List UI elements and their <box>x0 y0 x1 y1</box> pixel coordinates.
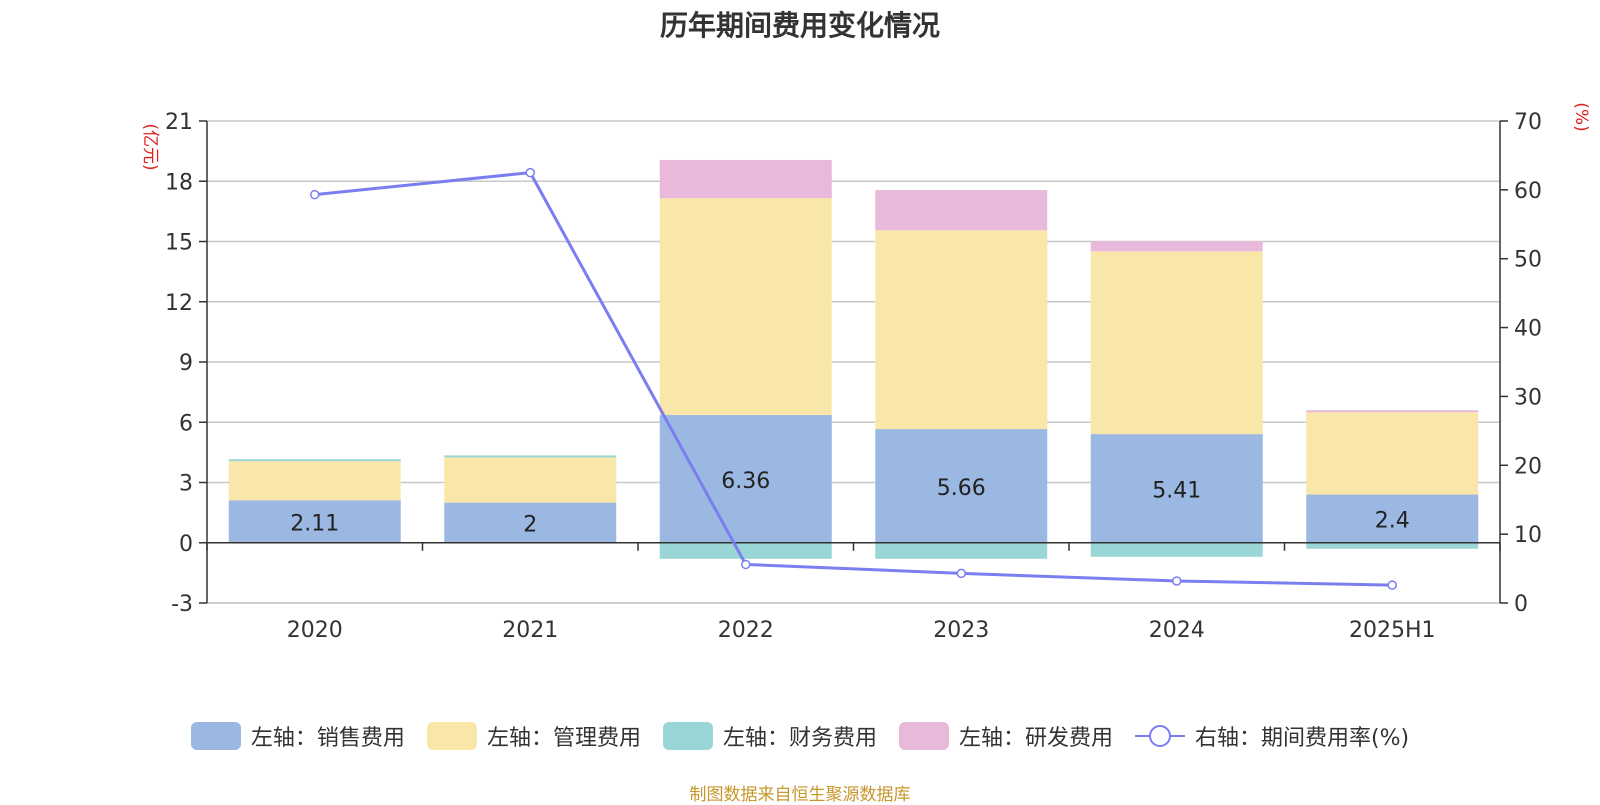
legend-item: 左轴：研发费用 <box>898 720 1113 752</box>
left-axis-tick-label: 21 <box>165 110 193 135</box>
legend-swatch <box>898 722 949 750</box>
legend-swatch <box>190 722 241 750</box>
x-axis-tick-label: 2020 <box>287 618 343 643</box>
legend-swatch <box>662 722 713 750</box>
right-axis-tick-label: 30 <box>1514 385 1542 410</box>
bar-segment <box>659 198 832 416</box>
right-axis-tick-label: 70 <box>1514 110 1542 135</box>
left-axis-tick-label: 15 <box>165 231 193 256</box>
legend-label: 左轴：研发费用 <box>958 726 1113 751</box>
left-axis-tick-label: 0 <box>179 532 193 557</box>
x-axis-tick-label: 2022 <box>718 618 774 643</box>
bar-segment <box>1090 434 1263 543</box>
rate-line-path <box>314 171 1393 587</box>
legend-line-marker-icon <box>1134 725 1185 747</box>
left-axis-tick-label: 3 <box>179 472 193 497</box>
right-axis-tick-label: 50 <box>1514 248 1542 273</box>
legend-label: 右轴：期间费用率(%) <box>1194 726 1410 751</box>
left-axis-tick-label: -3 <box>171 592 193 617</box>
bar-segment <box>444 457 617 503</box>
axes: -3 0 3 6 9 12 15 18 21 0 10 20 30 40 50 60 70 (亿元) (%) 2020… <box>140 102 1591 643</box>
data-label: 5.66 <box>937 476 986 501</box>
legend-item: 左轴：销售费用 <box>190 720 405 752</box>
x-axis-tick-label: 2023 <box>933 618 989 643</box>
rate-point <box>741 559 751 570</box>
bar-segment <box>659 159 832 199</box>
left-axis-tick-label: 12 <box>165 291 193 316</box>
bar-segment <box>1306 412 1479 495</box>
rate-point <box>525 167 535 178</box>
bar-segment <box>228 461 401 501</box>
right-axis-tick-label: 20 <box>1514 454 1542 479</box>
legend-label: 左轴：销售费用 <box>250 726 405 751</box>
data-labels: 2.11 2 6.36 5.66 5.41 2.4 <box>290 469 1409 538</box>
data-label: 2.4 <box>1375 509 1410 534</box>
rate-line <box>310 167 1397 590</box>
bar-segment <box>875 429 1048 543</box>
legend-label: 左轴：管理费用 <box>486 726 641 751</box>
right-axis-tick-label: 60 <box>1514 179 1542 204</box>
right-axis-label: (%) <box>1571 102 1591 131</box>
legend-item: 左轴：财务费用 <box>662 720 877 752</box>
bar-segment <box>1306 494 1479 543</box>
bar-segment <box>659 542 832 559</box>
bar-segment <box>1090 542 1263 557</box>
x-axis-tick-label: 2025H1 <box>1349 618 1436 643</box>
left-axis-label: (亿元) <box>140 123 160 170</box>
left-axis-tick-label: 18 <box>165 170 193 195</box>
data-label: 2 <box>523 513 537 538</box>
bar-segment <box>875 190 1048 231</box>
right-axis-tick-label: 40 <box>1514 317 1542 342</box>
bar-segment <box>875 230 1048 430</box>
chart-title: 历年期间费用变化情况 <box>659 9 940 42</box>
bar-segment <box>1306 542 1479 549</box>
rate-point <box>1387 580 1397 590</box>
legend: 左轴：销售费用 左轴：管理费用 左轴：财务费用 左轴：研发费用 右轴：期间费用率(%) <box>0 720 1600 752</box>
bar-segment <box>444 502 617 543</box>
bar-segment <box>1306 410 1479 413</box>
legend-swatch <box>426 722 477 750</box>
bar-segment <box>1090 251 1263 435</box>
rate-point <box>310 189 320 200</box>
legend-item: 右轴：期间费用率(%) <box>1134 720 1410 752</box>
left-axis-tick-label: 9 <box>179 351 193 376</box>
rate-point <box>1172 576 1182 586</box>
bar-segment <box>1090 241 1263 252</box>
gridlines <box>207 120 1500 604</box>
bar-segment <box>875 542 1048 559</box>
right-axis-tick-label: 0 <box>1514 592 1528 617</box>
right-axis-tick-label: 10 <box>1514 523 1542 548</box>
legend-label: 左轴：财务费用 <box>722 726 877 751</box>
rate-point <box>956 568 966 579</box>
data-label: 5.41 <box>1152 478 1201 503</box>
legend-item: 左轴：管理费用 <box>426 720 641 752</box>
left-axis-tick-label: 6 <box>179 411 193 436</box>
bar-segment <box>444 455 617 458</box>
bar-segment <box>228 500 401 543</box>
source-note: 制图数据来自恒生聚源数据库 <box>689 785 911 805</box>
data-label: 6.36 <box>721 469 770 494</box>
x-axis-tick-label: 2024 <box>1149 618 1205 643</box>
bar-segment <box>228 459 401 462</box>
x-axis-tick-label: 2021 <box>502 618 558 643</box>
bars <box>228 159 1479 559</box>
data-label: 2.11 <box>290 512 339 537</box>
bar-segment <box>659 415 832 543</box>
